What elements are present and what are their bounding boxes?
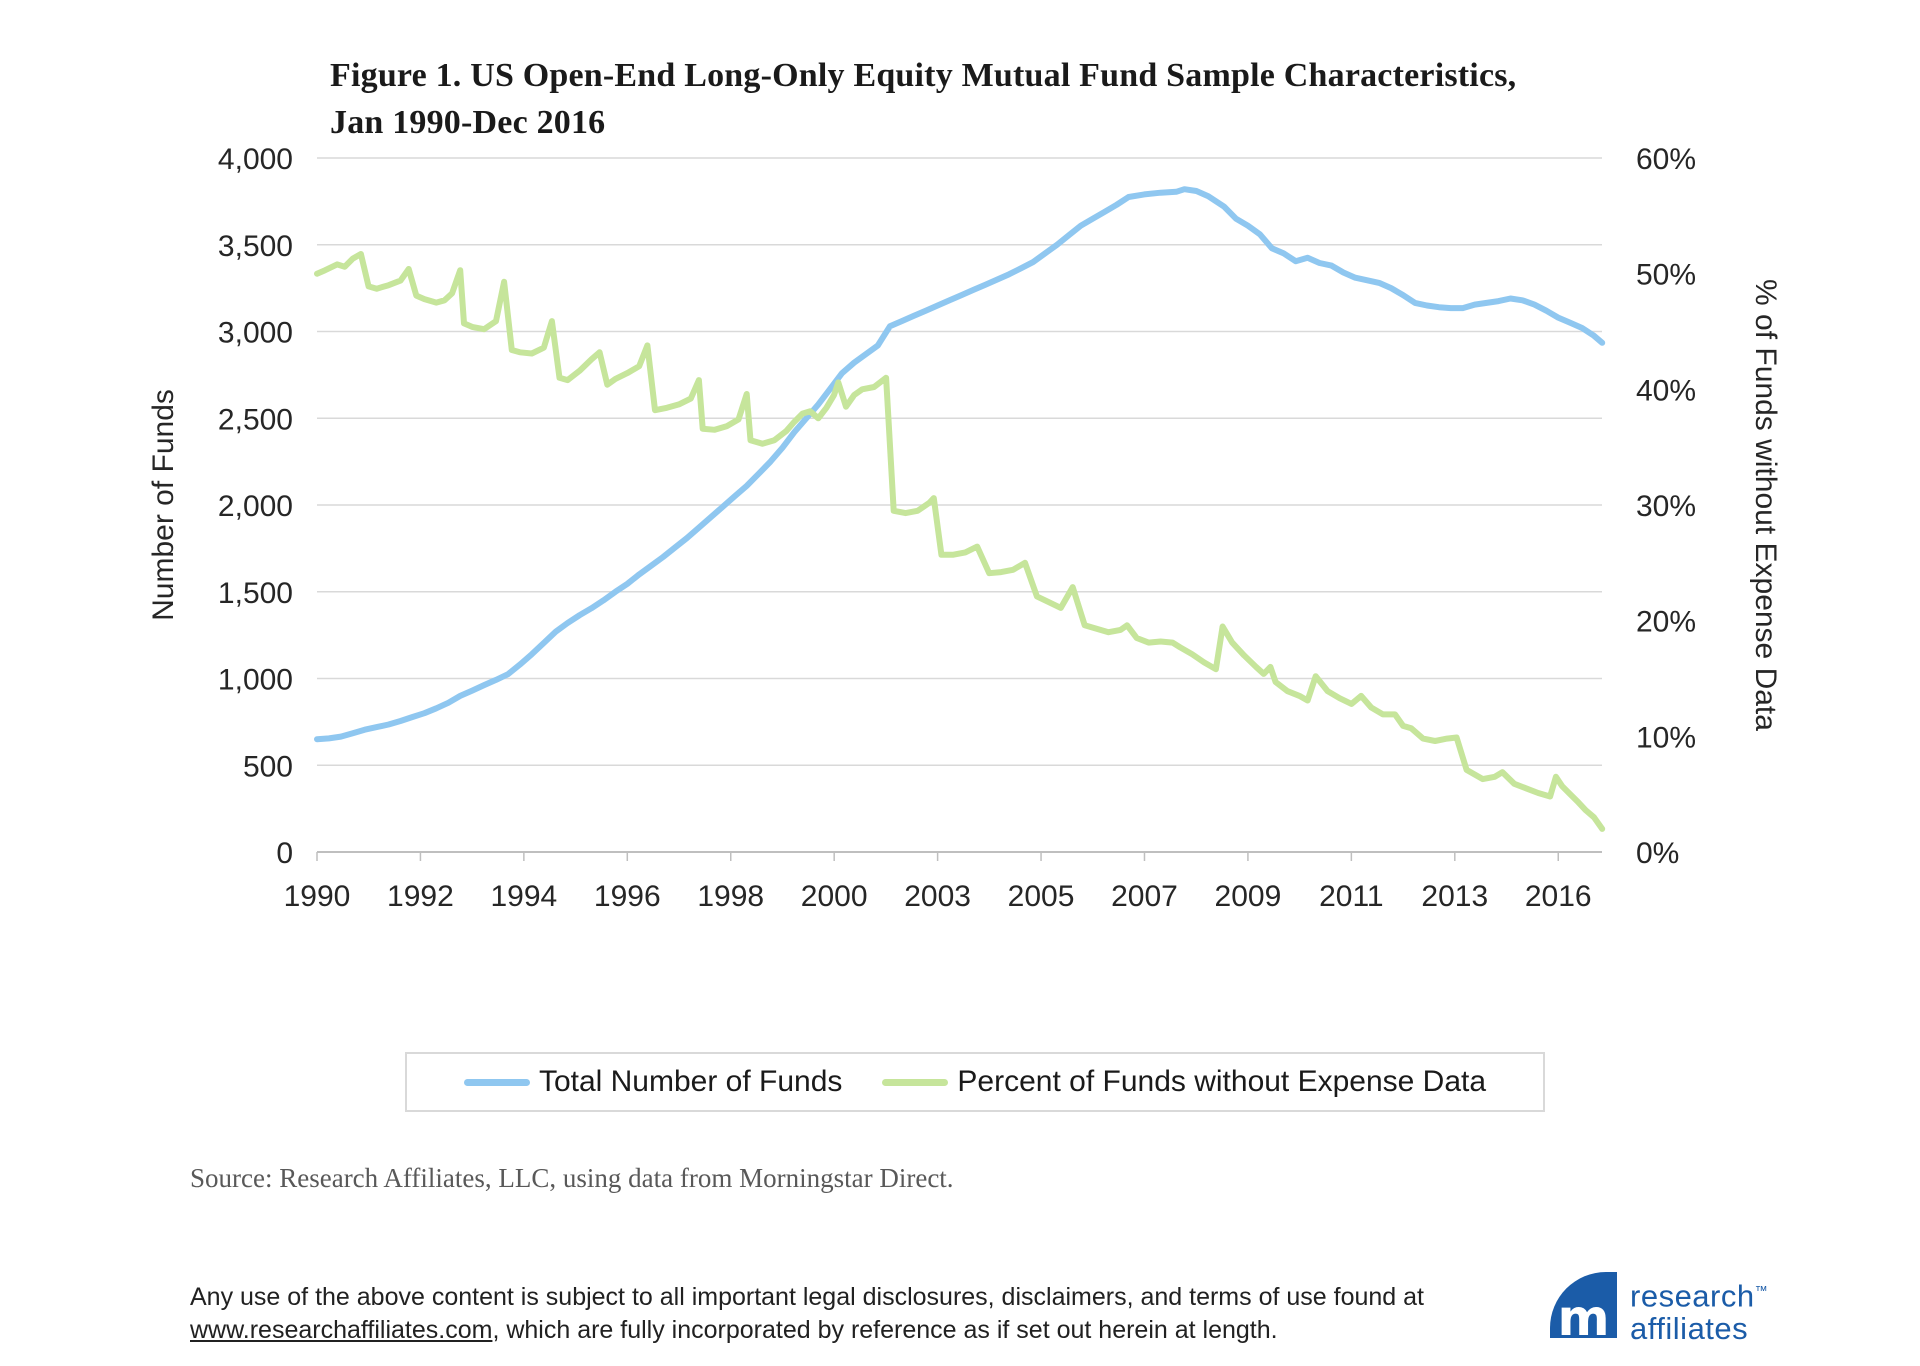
left-tick-label: 0	[276, 837, 293, 870]
logo-monogram: m	[1557, 1289, 1610, 1347]
chart-canvas: 4,000 3,500 3,000 2,500 2,000 1,500 1,000 500 0 6…	[147, 143, 1782, 913]
right-tick-label: 20%	[1636, 606, 1696, 639]
right-axis-title: % of Funds without Expense Data	[1749, 279, 1782, 731]
left-tick-label: 2,000	[218, 490, 293, 523]
trademark-symbol: ™	[1754, 1283, 1769, 1298]
right-tick-label: 0%	[1636, 837, 1679, 870]
x-tick-label: 2000	[801, 880, 868, 913]
logo-word-research: research	[1630, 1278, 1755, 1314]
x-tick-label: 2005	[1008, 880, 1075, 913]
x-axis-tick-labels: 1990 1992 1994 1996 1998 2000 2003 2005 2007 2009…	[284, 880, 1592, 913]
x-tick-label: 2007	[1111, 880, 1178, 913]
x-axis	[316, 851, 1602, 861]
source-note: Source: Research Affiliates, LLC, using …	[190, 1163, 954, 1193]
x-tick-label: 2009	[1215, 880, 1282, 913]
series-line-total-number-of-funds	[314, 186, 1606, 743]
research-affiliates-logo-text: research™ affiliates	[1630, 1274, 1768, 1345]
research-affiliates-logo-mark-icon: m	[1550, 1272, 1617, 1347]
left-axis-tick-labels: 4,000 3,500 3,000 2,500 2,000 1,500 1,000 500 0	[218, 143, 293, 870]
x-tick-label: 2011	[1319, 880, 1384, 913]
legal-disclaimer: Any use of the above content is subject …	[190, 1281, 1490, 1347]
legend-swatch-green-line	[882, 1078, 949, 1086]
right-tick-label: 40%	[1636, 374, 1696, 407]
chart-legend: Total Number of Funds Percent of Funds w…	[405, 1052, 1545, 1112]
x-tick-label: 1994	[490, 880, 557, 913]
legend-label-total-number-of-funds: Total Number of Funds	[538, 1065, 843, 1098]
research-affiliates-logo: m research™ affiliates	[1550, 1272, 1768, 1345]
right-tick-label: 10%	[1636, 721, 1696, 754]
left-tick-label: 1,000	[218, 664, 293, 697]
right-tick-label: 50%	[1636, 259, 1696, 292]
legend-swatch-blue-line	[463, 1078, 530, 1086]
disclaimer-text-after-link: , which are fully incorporated by refere…	[492, 1316, 1278, 1344]
left-tick-label: 4,000	[218, 143, 293, 176]
left-tick-label: 1,500	[218, 577, 293, 610]
left-tick-label: 2,500	[218, 403, 293, 436]
left-tick-label: 3,500	[218, 230, 293, 263]
x-tick-label: 1996	[594, 880, 661, 913]
disclaimer-text-before-link: Any use of the above content is subject …	[190, 1283, 1424, 1311]
right-axis-tick-labels: 60% 50% 40% 30% 20% 10% 0%	[1636, 143, 1696, 870]
chart-title-line2: Jan 1990-Dec 2016	[330, 104, 606, 141]
x-tick-label: 2016	[1525, 880, 1592, 913]
x-tick-label: 2013	[1421, 880, 1488, 913]
logo-word-affiliates: affiliates	[1630, 1311, 1749, 1347]
chart-title: Figure 1. US Open-End Long-Only Equity M…	[330, 52, 1516, 146]
research-affiliates-link[interactable]: www.researchaffiliates.com	[190, 1316, 493, 1344]
left-axis-title: Number of Funds	[147, 389, 180, 621]
x-tick-label: 1992	[387, 880, 454, 913]
left-tick-label: 3,000	[218, 317, 293, 350]
left-tick-label: 500	[243, 750, 293, 783]
x-tick-label: 1990	[284, 880, 351, 913]
gridlines	[317, 157, 1602, 766]
chart-title-line1: Figure 1. US Open-End Long-Only Equity M…	[330, 57, 1517, 94]
right-tick-label: 60%	[1636, 143, 1696, 176]
x-tick-label: 1998	[697, 880, 764, 913]
x-tick-label: 2003	[904, 880, 971, 913]
legend-label-percent-without-expense-data: Percent of Funds without Expense Data	[957, 1065, 1487, 1098]
legend-item-total-number-of-funds: Total Number of Funds	[463, 1065, 843, 1099]
series-line-percent-of-funds-without-expense-data	[314, 251, 1606, 832]
right-tick-label: 30%	[1636, 490, 1696, 523]
legend-item-percent-without-expense-data: Percent of Funds without Expense Data	[882, 1065, 1486, 1099]
